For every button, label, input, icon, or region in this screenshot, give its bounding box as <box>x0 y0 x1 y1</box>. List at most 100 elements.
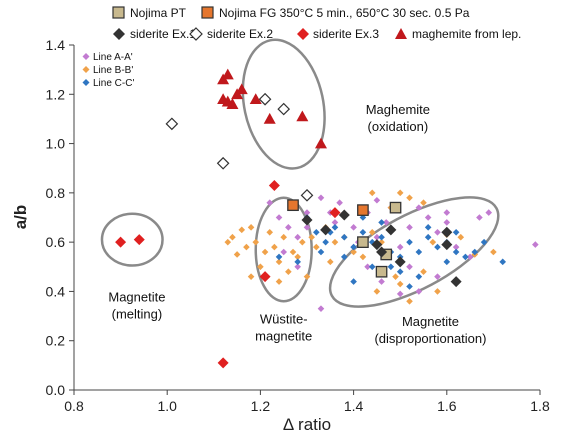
point-line-c-c <box>322 238 329 246</box>
point-line-c-c <box>313 228 320 236</box>
y-tick-label: 0.8 <box>46 185 66 201</box>
legend-marker-siderite-ex2 <box>189 27 203 41</box>
x-tick-label: 1.2 <box>251 398 271 414</box>
point-line-a-a <box>415 204 423 211</box>
legend-top: Nojima PT Nojima FG 350°C 5 min., 650°C … <box>112 6 521 41</box>
y-tick-label: 1.4 <box>46 37 66 53</box>
point-line-b-b <box>350 248 357 256</box>
point-siderite-ex-1 <box>385 224 397 236</box>
point-line-c-c <box>350 243 357 251</box>
point-line-b-b <box>490 248 497 256</box>
point-line-b-b <box>396 280 404 288</box>
point-maghemite-from-lep <box>235 83 248 95</box>
point-line-a-a <box>280 248 287 256</box>
point-line-a-a <box>434 228 441 236</box>
y-tick-label: 1.2 <box>46 86 66 102</box>
region-ellipse <box>254 196 313 303</box>
point-line-b-b <box>266 228 274 236</box>
point-line-c-c <box>415 273 423 280</box>
point-siderite-ex-2 <box>165 117 179 131</box>
region-annotation: Magnetite (melting) <box>108 289 165 321</box>
point-line-c-c <box>424 233 432 241</box>
point-line-c-c <box>406 283 413 290</box>
point-line-b-b <box>406 194 413 202</box>
point-siderite-ex-3 <box>133 234 145 246</box>
point-line-b-b <box>275 278 283 285</box>
point-line-a-a <box>317 194 325 202</box>
point-line-a-a <box>294 263 301 271</box>
ellipse-layer <box>100 38 500 308</box>
y-tick-label: 0.2 <box>46 333 66 349</box>
legend-marker-line-b <box>82 66 90 73</box>
point-line-b-b <box>275 258 283 266</box>
point-line-a-a <box>266 199 274 207</box>
point-line-a-a <box>275 214 283 221</box>
point-maghemite-from-lep <box>226 98 239 109</box>
point-line-a-a <box>396 243 404 251</box>
point-line-a-a <box>373 196 381 204</box>
point-siderite-ex-1 <box>338 209 350 221</box>
point-line-a-a <box>317 305 325 312</box>
point-line-b-b <box>247 273 255 280</box>
point-line-a-a <box>485 209 493 216</box>
point-line-b-b <box>224 238 232 246</box>
point-line-b-b <box>294 253 301 261</box>
point-line-c-c <box>378 219 385 226</box>
point-line-b-b <box>257 263 264 271</box>
point-line-b-b <box>280 233 287 241</box>
point-line-b-b <box>420 199 427 207</box>
legend-label-nojima-fg: Nojima FG 350°C 5 min., 650°C 30 sec. 0.… <box>219 6 470 20</box>
point-line-b-b <box>308 233 315 241</box>
legend-marker-maghemite <box>395 28 407 39</box>
point-line-b-b <box>243 243 250 251</box>
region-annotation: Maghemite (oxidation) <box>366 102 430 134</box>
point-line-a-a <box>294 233 301 241</box>
y-axis-title: a/b <box>11 205 30 230</box>
point-siderite-ex-3 <box>268 179 280 191</box>
point-line-a-a <box>336 199 343 207</box>
point-siderite-ex-3 <box>115 236 127 248</box>
point-line-c-c <box>443 258 451 266</box>
point-siderite-ex-3 <box>217 357 229 369</box>
legend-marker-siderite-ex3 <box>297 28 309 40</box>
region-ellipse <box>241 38 326 170</box>
point-siderite-ex-3 <box>329 207 341 219</box>
point-line-a-a <box>406 224 413 231</box>
point-siderite-ex-1 <box>371 239 383 251</box>
point-line-a-a <box>434 273 441 280</box>
point-line-a-a <box>443 219 451 226</box>
point-line-c-c <box>331 224 339 231</box>
point-line-b-b <box>392 273 399 280</box>
legend-marker-line-a <box>82 53 90 60</box>
point-siderite-ex-1 <box>301 214 313 226</box>
legend-label-siderite-ex1: siderite Ex.1 <box>130 27 196 41</box>
point-line-c-c <box>327 228 334 236</box>
point-siderite-ex-2 <box>277 102 291 116</box>
point-nojima-fg-350-c-5-min-650-c-30-sec-0-5-pa <box>287 199 299 212</box>
x-ticks: 0.8 1.0 1.2 1.4 1.6 1.8 <box>64 390 550 414</box>
point-line-a-a <box>406 263 413 271</box>
legend-marker-siderite-ex1 <box>113 28 125 40</box>
region-ellipse <box>100 212 164 267</box>
point-line-b-b <box>271 243 278 251</box>
point-line-c-c <box>396 268 404 276</box>
point-line-c-c <box>368 238 376 246</box>
x-tick-label: 0.8 <box>64 398 84 414</box>
point-line-a-a <box>424 214 432 221</box>
point-line-b-b <box>229 233 236 241</box>
point-line-c-c <box>378 233 385 241</box>
point-line-b-b <box>434 288 441 295</box>
point-line-a-a <box>331 219 339 226</box>
point-siderite-ex-1 <box>320 224 332 236</box>
point-line-b-b <box>261 248 269 256</box>
point-line-b-b <box>238 226 246 234</box>
region-annotation: Wüstite-magnetite <box>255 311 312 343</box>
y-tick-label: 1.0 <box>46 136 66 152</box>
legend-label-siderite-ex3: siderite Ex.3 <box>313 27 379 41</box>
region-ellipse <box>328 196 500 308</box>
point-nojima-pt <box>389 201 402 214</box>
point-line-c-c <box>480 238 488 246</box>
point-siderite-ex-1 <box>450 276 462 288</box>
legend-marker-nojima-fg <box>201 6 214 19</box>
x-axis-title: Δ ratio <box>283 415 331 434</box>
